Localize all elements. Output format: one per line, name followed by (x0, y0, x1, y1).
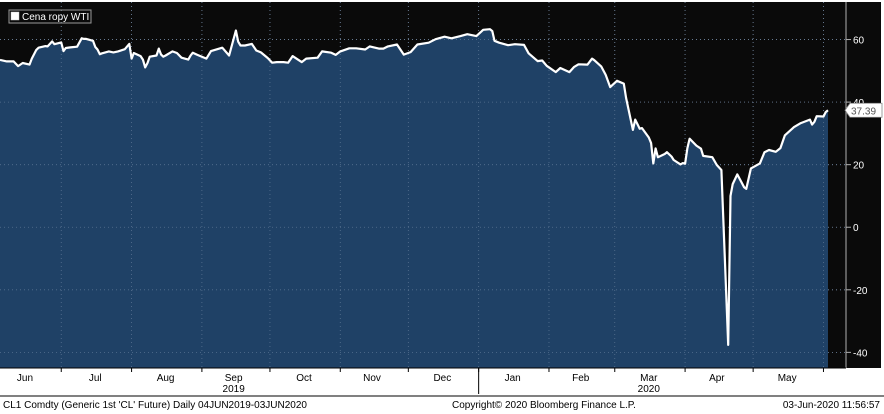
year-label: 2020 (638, 384, 661, 395)
y-tick-label: 20 (853, 161, 865, 172)
year-label: 2019 (223, 384, 246, 395)
x-axis-band (0, 368, 884, 396)
footer-right: 03-Jun-2020 11:56:57 (783, 400, 881, 411)
legend-box (8, 9, 92, 24)
last-value-box (844, 102, 883, 118)
x-tick-label: Sep (225, 373, 243, 384)
x-tick-label: Jun (17, 373, 33, 384)
x-tick-label: Jan (505, 373, 521, 384)
x-tick-label: Nov (363, 373, 381, 384)
y-tick-label: -20 (853, 286, 868, 297)
footer-center: Copyright© 2020 Bloomberg Finance L.P. (452, 400, 636, 411)
x-tick-label: May (778, 373, 797, 384)
x-tick-label: Mar (640, 373, 658, 384)
legend-checkbox[interactable] (10, 11, 20, 21)
x-tick-label: Oct (296, 373, 312, 384)
x-tick-label: Apr (709, 373, 725, 384)
x-axis-ticks: Jun Jul Aug Sep Oct Nov Dec Jan Feb Mar Apr May (17, 368, 824, 384)
footer-left: CL1 Comdty (Generic 1st 'CL' Future) Dai… (3, 400, 307, 411)
y-tick-label: 60 (853, 36, 865, 47)
x-tick-label: Aug (157, 373, 175, 384)
legend[interactable]: Cena ropy WTI (8, 9, 92, 24)
x-tick-label: Jul (89, 373, 102, 384)
x-tick-label: Dec (433, 373, 451, 384)
y-tick-label: -40 (853, 348, 868, 359)
x-axis-years: 2019 2020 (223, 368, 661, 395)
last-value-marker: 37.39 (844, 102, 883, 118)
series-line (0, 28, 829, 346)
last-value-label: 37.39 (851, 106, 876, 117)
x-tick-label: Feb (572, 373, 590, 384)
area-fill (0, 29, 828, 368)
legend-label: Cena ropy WTI (22, 12, 89, 23)
gridlines-over-fill (0, 2, 846, 368)
y-tick-label: 0 (853, 223, 859, 234)
